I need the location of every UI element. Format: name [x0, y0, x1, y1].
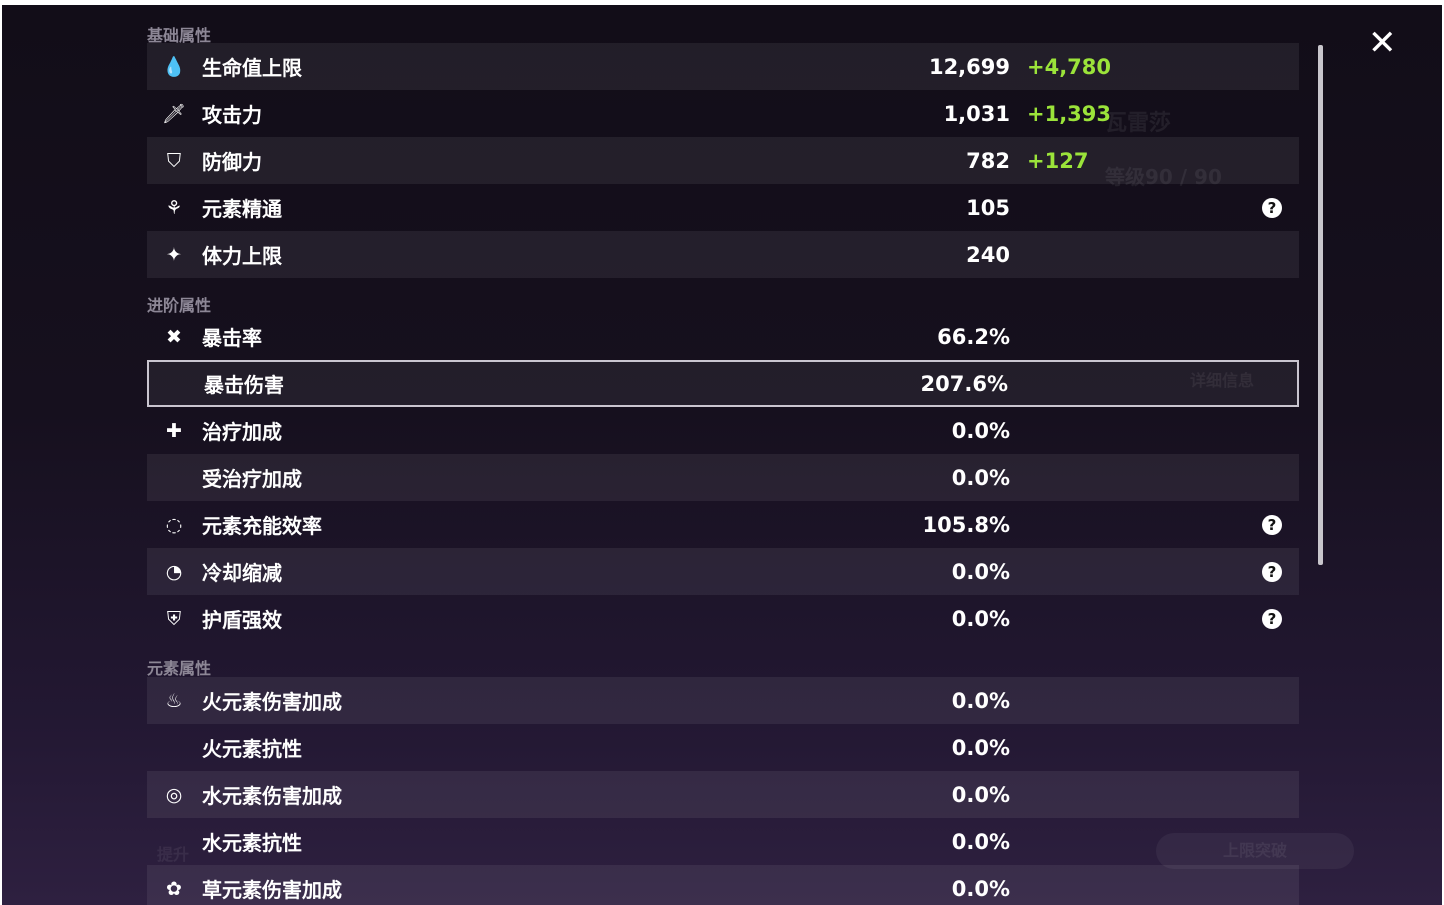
stat-row[interactable]: 💧 生命值上限 12,699 +4,780 — [147, 43, 1299, 90]
shield-icon: ⛉ — [166, 149, 182, 172]
stat-row[interactable]: 🗡 攻击力 1,031 +1,393 — [147, 90, 1299, 137]
section-title: 元素属性 — [147, 659, 212, 678]
stat-row[interactable]: 暴击伤害 207.6% — [147, 360, 1299, 407]
stat-value: 0.0% — [951, 829, 1010, 854]
healing-icon: ✚ — [166, 419, 182, 442]
stat-row[interactable]: ◎ 水元素伤害加成 0.0% — [147, 771, 1299, 818]
stat-label: 冷却缩减 — [202, 561, 282, 585]
bg-ascend-button: 上限突破 — [1156, 833, 1354, 869]
stat-label: 草元素伤害加成 — [202, 878, 342, 902]
stat-bonus: +4,780 — [1027, 54, 1112, 79]
stat-label: 火元素伤害加成 — [202, 690, 342, 714]
dendro-icon: ✿ — [166, 877, 182, 900]
stat-label: 水元素抗性 — [202, 831, 302, 855]
bg-character-name: 瓦雷莎 — [1105, 111, 1172, 136]
section-title: 基础属性 — [147, 26, 212, 45]
stat-value: 66.2% — [937, 324, 1010, 349]
stat-row[interactable]: ◌ 元素充能效率 105.8%? — [147, 501, 1299, 548]
stat-bonus: +1,393 — [1027, 101, 1112, 126]
stat-row[interactable]: 火元素抗性 0.0% — [147, 724, 1299, 771]
stamina-icon: ✦ — [166, 243, 182, 266]
stat-value: 105.8% — [922, 512, 1010, 537]
stat-row[interactable]: ✖ 暴击率 66.2% — [147, 313, 1299, 360]
stat-label: 元素精通 — [202, 197, 282, 221]
stat-label: 护盾强效 — [202, 608, 282, 632]
hp-drop-icon: 💧 — [162, 56, 186, 78]
stat-label: 火元素抗性 — [202, 737, 302, 761]
stat-value: 240 — [966, 242, 1010, 267]
help-icon[interactable]: ? — [1262, 561, 1282, 582]
stat-label: 治疗加成 — [202, 420, 282, 444]
scrollbar[interactable] — [1318, 45, 1323, 565]
stat-value: 0.0% — [951, 735, 1010, 760]
hydro-icon: ◎ — [165, 783, 183, 806]
stat-label: 攻击力 — [202, 103, 262, 127]
sword-icon: 🗡 — [162, 103, 187, 125]
stat-bonus: +127 — [1027, 148, 1089, 173]
help-icon[interactable]: ? — [1262, 514, 1282, 535]
help-icon[interactable]: ? — [1262, 197, 1282, 218]
stat-label: 暴击率 — [202, 326, 262, 350]
close-button[interactable]: ✕ — [1368, 23, 1397, 63]
stat-value: 1,031 — [943, 101, 1010, 126]
help-icon[interactable]: ? — [1262, 608, 1282, 629]
bg-upgrade-button: 提升 — [157, 845, 190, 864]
stat-value: 12,699 — [928, 54, 1010, 79]
stat-row[interactable]: ✦ 体力上限 240 — [147, 231, 1299, 278]
stat-row[interactable]: ⚘ 元素精通 105? — [147, 184, 1299, 231]
stat-row[interactable]: ⛉ 防御力 782 +127 — [147, 137, 1299, 184]
stat-row[interactable]: 受治疗加成 0.0% — [147, 454, 1299, 501]
stat-row[interactable]: ✿ 草元素伤害加成 0.0% — [147, 865, 1299, 905]
stat-label: 受治疗加成 — [202, 467, 302, 491]
stat-value: 105 — [966, 195, 1010, 220]
pyro-icon: ♨ — [165, 689, 183, 712]
stat-value: 0.0% — [951, 688, 1010, 713]
stat-row[interactable]: ◔ 冷却缩减 0.0%? — [147, 548, 1299, 595]
stat-value: 782 — [966, 148, 1010, 173]
stat-value: 0.0% — [951, 782, 1010, 807]
stat-row[interactable]: ♨ 火元素伤害加成 0.0% — [147, 677, 1299, 724]
elemental-mastery-icon: ⚘ — [165, 196, 183, 219]
stat-label: 防御力 — [202, 150, 262, 174]
stat-label: 元素充能效率 — [202, 514, 322, 538]
stat-label: 水元素伤害加成 — [202, 784, 342, 808]
stat-value: 0.0% — [951, 465, 1010, 490]
cooldown-icon: ◔ — [165, 560, 183, 583]
crit-rate-icon: ✖ — [166, 325, 182, 348]
stat-row[interactable]: 水元素抗性 0.0% — [147, 818, 1299, 865]
stat-row[interactable]: ✚ 治疗加成 0.0% — [147, 407, 1299, 454]
stat-value: 0.0% — [951, 559, 1010, 584]
bg-level: 等级90 / 90 — [1105, 165, 1222, 189]
stat-row[interactable]: ⛨ 护盾强效 0.0%? — [147, 595, 1299, 642]
stat-value: 0.0% — [951, 418, 1010, 443]
stat-label: 体力上限 — [202, 244, 282, 268]
shield-strength-icon: ⛨ — [166, 607, 182, 630]
section-title: 进阶属性 — [147, 296, 212, 315]
stat-value: 0.0% — [951, 606, 1010, 631]
stat-value: 0.0% — [951, 876, 1010, 901]
bg-detail-button: 详细信息 — [1190, 371, 1255, 390]
stat-value: 207.6% — [920, 371, 1008, 396]
character-stats-screen: 瓦雷莎 等级90 / 90 详细信息 上限突破 提升 基础属性 💧 生命值上限 12,… — [2, 5, 1442, 905]
stat-label: 暴击伤害 — [204, 373, 284, 397]
energy-recharge-icon: ◌ — [165, 513, 183, 536]
stat-label: 生命值上限 — [202, 56, 302, 80]
